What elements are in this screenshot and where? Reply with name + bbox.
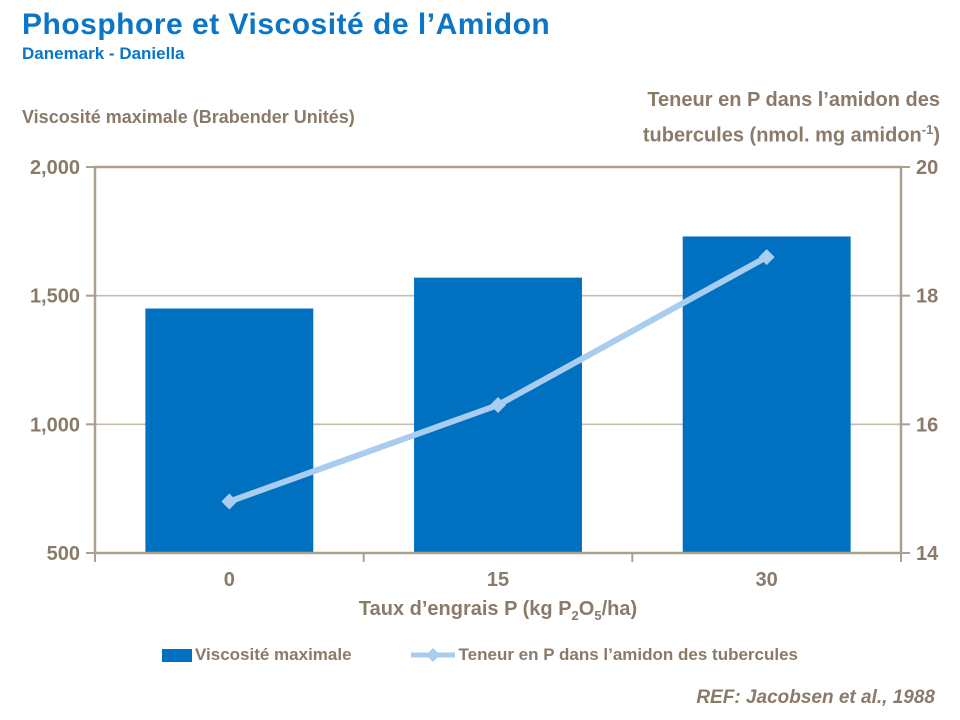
x-axis-subscript-5: 5 [594,608,602,623]
bar-series-swatch [161,648,192,662]
line-marker-15 [490,397,506,414]
legend-item-viscosite: Viscosité maximale [161,645,352,665]
bar-0 [145,308,314,553]
legend-item-teneur: Teneur en P dans l’amidon des tubercules [410,645,798,665]
line-series-swatch [410,648,455,662]
x-category-label: 15 [487,569,509,591]
x-axis-title: Taux d’engrais P (kg P2O5/ha) [358,598,638,623]
x-category-label: 30 [756,569,778,591]
x-axis-subscript-2: 2 [571,608,579,623]
right-axis-tick-label: 14 [916,543,939,565]
plot-border [93,165,903,555]
slide-subtitle: Danemark - Daniella [22,44,185,63]
right-axis-tick-label: 16 [916,414,938,436]
reference: REF: Jacobsen et al., 1988 [696,687,935,708]
legend-label-teneur: Teneur en P dans l’amidon des tubercules [458,645,799,664]
slide-title: Phosphore et Viscosité de l’Amidon [22,8,551,41]
left-axis-tick-label: 1,000 [30,414,80,436]
left-axis-tick-label: 1,500 [30,286,80,308]
right-axis-title-close-paren: ) [933,124,940,147]
right-axis-title-line2: tubercules (nmol. mg amidon [642,124,922,147]
right-axis-tick-label: 18 [916,286,938,308]
right-axis-title-line1: Teneur en P dans l’amidon des [647,89,940,111]
legend-label-viscosite: Viscosité maximale [194,645,352,664]
line-marker-0 [221,493,238,510]
legend: Viscosité maximale Teneur en P dans l’am… [0,645,960,665]
legend-diamond-marker [425,648,440,662]
right-axis-tick-label: 20 [916,157,938,179]
left-axis-tick-label: 500 [47,543,80,565]
line-marker-30 [758,249,775,266]
bar-15 [414,277,582,553]
right-axis-title: Teneur en P dans l’amidon des tubercules… [520,86,940,151]
left-axis-title: Viscosité maximale (Brabender Unités) [22,107,355,127]
bar-30 [682,236,851,554]
x-category-label: 0 [224,569,235,591]
right-axis-title-superscript: -1 [921,122,934,137]
left-axis-tick-label: 2,000 [30,157,80,179]
